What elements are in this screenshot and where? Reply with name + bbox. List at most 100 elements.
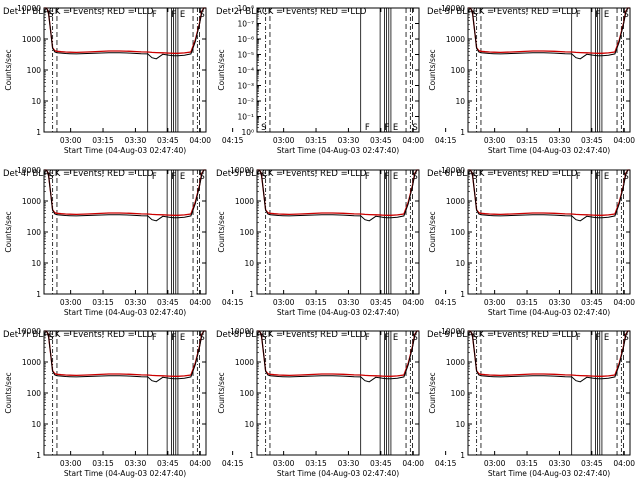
chart-title: Det 1r BLACK = Events, RED = LLD — [3, 7, 154, 17]
event-marker-label: S — [472, 10, 477, 20]
series-lld-line — [44, 169, 206, 216]
x-tick-label: 03:30 — [125, 298, 147, 307]
event-marker-label: E — [180, 172, 185, 182]
series-events-line — [468, 169, 630, 222]
series-events-line — [44, 7, 206, 60]
event-marker-label: S — [623, 172, 628, 182]
y-tick-label: 10⁻¹ — [237, 113, 254, 122]
y-tick-label: 10 — [455, 259, 465, 268]
x-tick-label: 04:15 — [435, 136, 457, 145]
x-tick-label: 03:00 — [273, 136, 295, 145]
y-axis-label: Counts/sec — [217, 49, 226, 90]
x-axis-label: Start Time (04-Aug-03 02:47:40) — [64, 308, 186, 317]
y-tick-label: 10 — [455, 97, 465, 106]
x-axis-label: Start Time (04-Aug-03 02:47:40) — [64, 146, 186, 155]
chart-panel-5: Det 5r BLACK = Events, RED = LLD 1 10 100 10… — [216, 166, 457, 317]
y-tick-label: 10000 — [17, 4, 41, 13]
chart-title: Det 3r BLACK = Events, RED = LLD — [427, 7, 578, 17]
y-tick-label: 1000 — [446, 197, 465, 206]
event-marker-label: F — [384, 172, 389, 182]
event-marker-label: F — [576, 333, 581, 343]
x-tick-label: 04:00 — [189, 459, 211, 468]
event-marker-label: S — [261, 333, 266, 343]
event-marker-label: F — [384, 123, 389, 133]
chart-title: Det 2r BLACK = Events, RED = LLD — [216, 7, 367, 17]
event-marker-label: F — [365, 172, 370, 182]
series-lld-line — [468, 330, 630, 377]
event-marker-label: E — [604, 10, 609, 20]
y-tick-label: 1000 — [22, 35, 41, 44]
event-marker-label: E — [604, 172, 609, 182]
x-tick-label: 03:15 — [305, 298, 327, 307]
x-tick-label: 04:00 — [613, 459, 635, 468]
event-marker-label: S — [412, 333, 417, 343]
series-lld-line — [468, 169, 630, 216]
event-marker-label: S — [199, 333, 204, 343]
chart-panel-8: Det 8r BLACK = Events, RED = LLD 1 10 100 10… — [216, 327, 457, 478]
x-tick-label: 04:00 — [613, 136, 635, 145]
y-tick-label: 10 — [244, 420, 254, 429]
y-tick-label: 1000 — [22, 358, 41, 367]
y-tick-label: 10000 — [441, 327, 465, 336]
event-marker-label: E — [180, 333, 185, 343]
x-axis-label: Start Time (04-Aug-03 02:47:40) — [488, 469, 610, 478]
y-tick-label: 10⁰ — [241, 128, 254, 137]
y-tick-label: 1 — [36, 451, 41, 460]
plot-frame — [467, 330, 631, 456]
y-tick-label: 100 — [451, 66, 466, 75]
y-tick-label: 10⁻⁷ — [237, 20, 254, 29]
y-tick-label: 1 — [36, 128, 41, 137]
chart-title: Det 6r BLACK = Events, RED = LLD — [427, 169, 578, 179]
event-marker-label: S — [472, 333, 477, 343]
x-tick-label: 03:15 — [92, 136, 114, 145]
series-events-line — [44, 169, 206, 222]
y-tick-label: 1 — [460, 290, 465, 299]
x-tick-label: 03:45 — [370, 136, 392, 145]
y-tick-label: 10 — [31, 420, 41, 429]
event-marker-label: F — [171, 10, 176, 20]
x-tick-label: 04:15 — [222, 298, 244, 307]
x-tick-label: 03:30 — [549, 136, 571, 145]
x-tick-label: 03:00 — [484, 459, 506, 468]
x-tick-label: 03:45 — [370, 459, 392, 468]
event-marker-label: F — [152, 172, 157, 182]
x-axis-label: Start Time (04-Aug-03 02:47:40) — [64, 469, 186, 478]
y-tick-label: 10 — [31, 97, 41, 106]
x-tick-label: 04:15 — [435, 298, 457, 307]
y-tick-label: 10⁻⁶ — [237, 35, 254, 44]
y-tick-label: 10000 — [230, 327, 254, 336]
y-tick-label: 1 — [460, 128, 465, 137]
x-tick-label: 03:00 — [273, 459, 295, 468]
x-tick-label: 03:00 — [484, 298, 506, 307]
event-marker-label: S — [623, 10, 628, 20]
x-tick-label: 03:30 — [125, 136, 147, 145]
x-tick-label: 04:00 — [189, 136, 211, 145]
event-marker-label: E — [393, 172, 398, 182]
x-tick-label: 03:45 — [157, 459, 179, 468]
event-marker-label: F — [576, 10, 581, 20]
y-tick-label: 1 — [249, 290, 254, 299]
y-tick-label: 1 — [36, 290, 41, 299]
plot-frame — [43, 7, 207, 133]
chart-panel-1: Det 1r BLACK = Events, RED = LLD 1 10 100 10… — [3, 4, 244, 155]
y-axis-label: Counts/sec — [4, 372, 13, 413]
y-tick-label: 10⁻⁴ — [237, 66, 254, 75]
x-tick-label: 03:15 — [516, 459, 538, 468]
chart-panel-2: Det 2r BLACK = Events, RED = LLD 10⁰ 10⁻¹ 1… — [216, 4, 457, 155]
plot-frame — [256, 330, 420, 456]
x-tick-label: 03:00 — [60, 298, 82, 307]
x-tick-label: 03:30 — [549, 459, 571, 468]
event-marker-label: F — [384, 333, 389, 343]
x-tick-label: 03:15 — [92, 459, 114, 468]
y-tick-label: 10000 — [17, 327, 41, 336]
chart-panel-3: Det 3r BLACK = Events, RED = LLD 1 10 100 10… — [427, 4, 635, 155]
x-tick-label: 03:45 — [370, 298, 392, 307]
y-tick-label: 100 — [451, 228, 466, 237]
chart-title: Det 4r BLACK = Events, RED = LLD — [3, 169, 154, 179]
x-tick-label: 03:30 — [338, 459, 360, 468]
x-tick-label: 03:45 — [157, 136, 179, 145]
event-marker-label: F — [576, 172, 581, 182]
x-tick-label: 03:30 — [549, 298, 571, 307]
